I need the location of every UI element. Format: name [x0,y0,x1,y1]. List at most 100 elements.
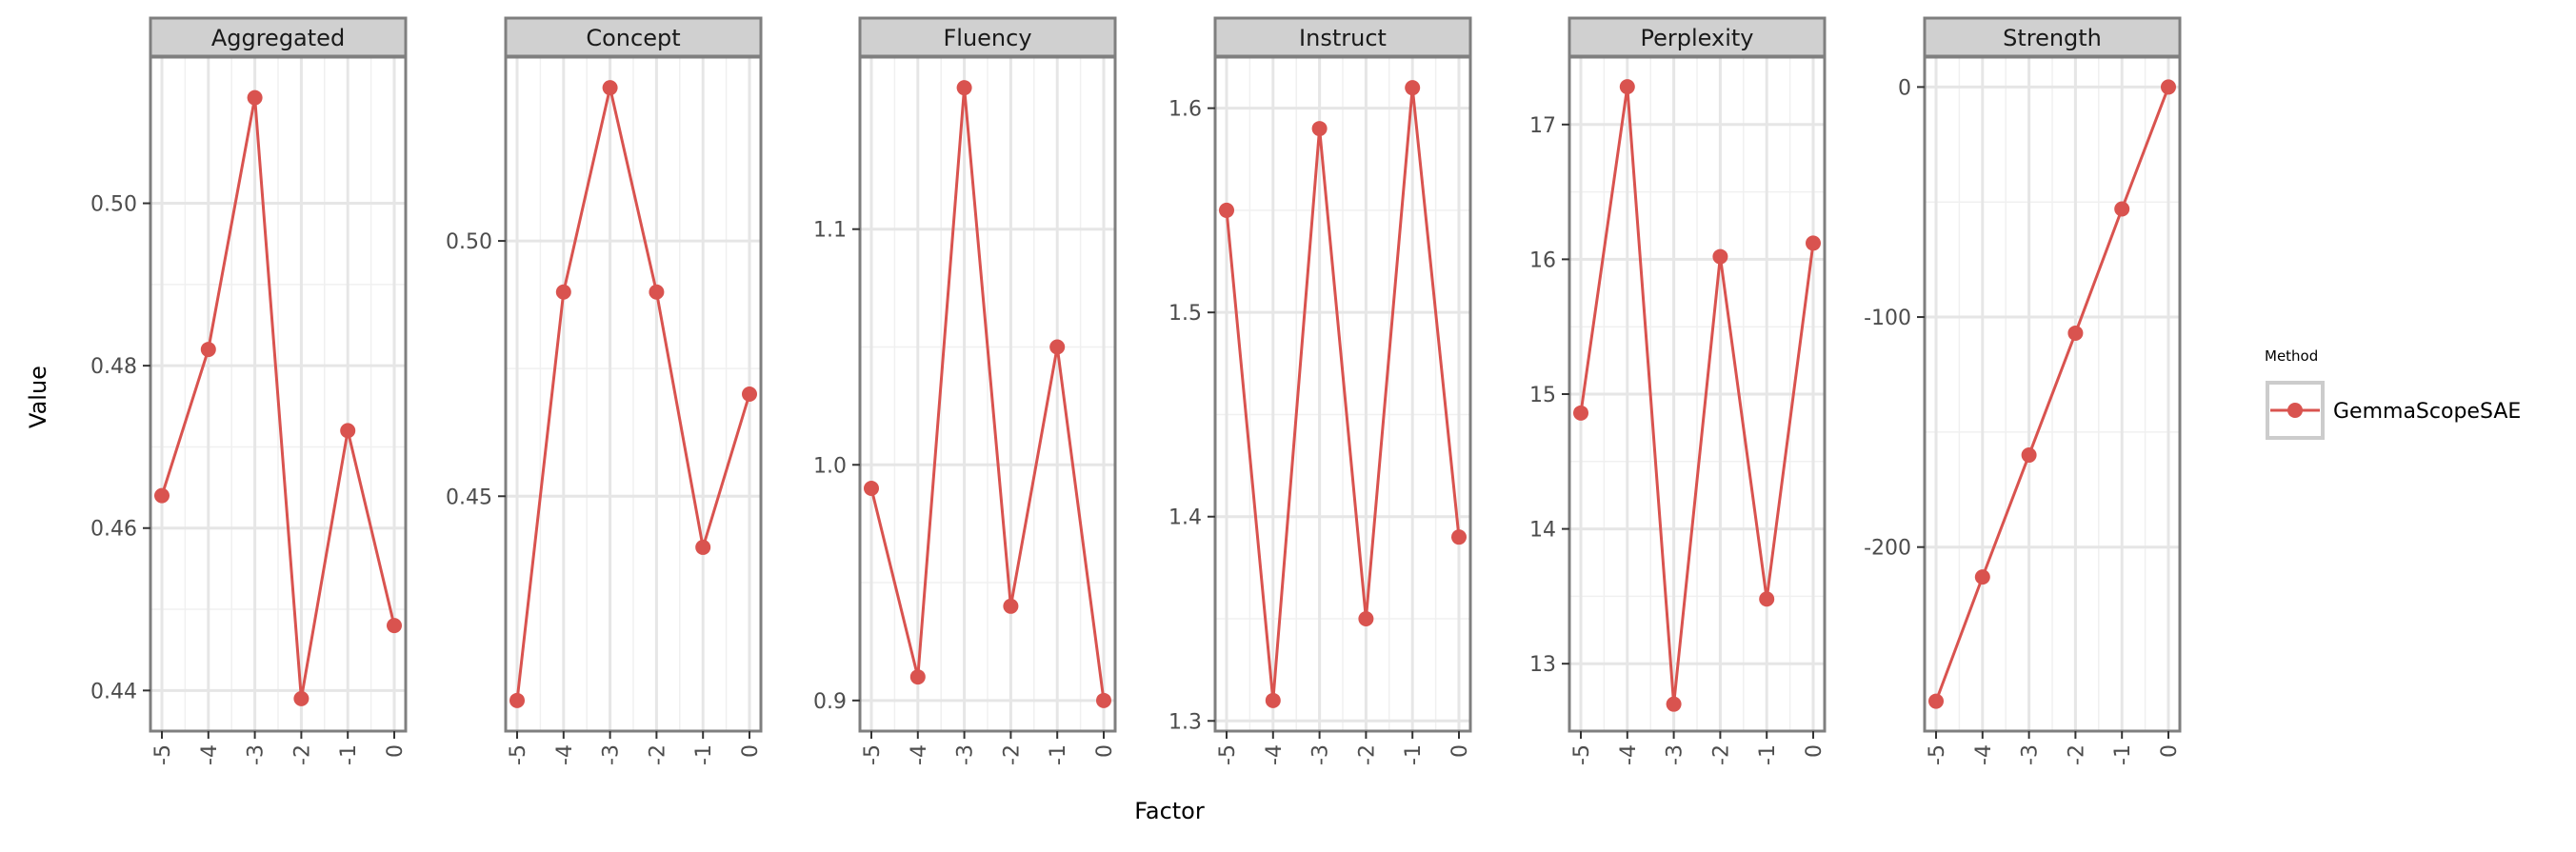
x-tick-label: -2 [290,744,314,765]
series-line [160,97,396,700]
y-tick-label: 0.50 [90,193,137,217]
strip [504,16,763,58]
series-line [869,88,1106,702]
data-point [1219,202,1234,218]
x-tick-label: 0 [2158,744,2182,758]
x-tick-label: -2 [1355,744,1379,765]
x-tick-label: 0 [384,744,408,758]
x-tick-label: -1 [692,744,716,765]
data-point [1358,611,1374,626]
x-tick-label: -5 [1926,744,1949,765]
legend-label: GemmaScopeSAE [2333,400,2521,424]
data-point [509,692,525,708]
panel-perplexity: Perplexity 13 14 15 16 17 -5 -4 -3 -2 -1 0 [1529,16,1827,765]
data-point [1759,591,1775,607]
panel-fluency: Fluency 0.9 1.0 1.1 -5 -4 -3 -2 -1 0 [813,16,1117,765]
series-line [1934,86,2170,703]
x-tick-label: -5 [861,744,885,765]
x-tick-label: 0 [1448,744,1472,758]
series-line [1225,88,1461,701]
x-axis-title: Factor [1134,798,1205,824]
y-tick-label: 0.48 [90,355,137,379]
y-tick-label: 1.4 [1168,506,1202,530]
data-point [1451,529,1467,545]
panel-strength: Strength -200 -100 0 -5 -4 -3 -2 -1 0 [1864,16,2182,765]
x-tick-label: -5 [151,744,175,765]
data-point [1096,692,1111,708]
x-tick-label: -2 [2065,744,2088,765]
strip [149,16,408,58]
panel-aggregated: Aggregated 0.44 0.46 0.48 0.50 -5 -4 -3 -2 -1 0 [90,16,408,765]
data-point [200,342,216,358]
y-tick-label: 17 [1529,114,1556,138]
y-axis-title: Value [25,366,51,428]
x-tick-label: -5 [1570,744,1594,765]
x-tick-label: -1 [2111,744,2135,765]
data-point [742,386,757,402]
x-tick-label: 0 [1093,744,1117,758]
data-point [340,423,356,439]
x-tick-label: -1 [1402,744,1426,765]
data-point [1619,79,1635,95]
x-tick-label: -3 [2019,744,2043,765]
x-tick-label: -1 [1756,744,1780,765]
data-point [602,80,618,96]
x-tick-label: -4 [1617,744,1641,765]
y-tick-label: 1.1 [813,219,847,243]
data-point [293,690,310,706]
x-tick-label: -5 [1216,744,1240,765]
y-tick-label: 0.45 [446,485,492,509]
strip-label: Concept [586,25,680,51]
x-tick-label: -3 [1309,744,1333,765]
data-point [2021,447,2037,464]
data-point [154,487,170,504]
panel-concept: Concept 0.45 0.50 -5 -4 -3 -2 -1 0 [446,16,763,765]
y-tick-label: 15 [1529,384,1556,407]
data-point [1003,598,1019,614]
strip-label: Instruct [1299,25,1387,51]
data-point [909,669,926,685]
data-point [2161,79,2176,95]
x-tick-label: -2 [1000,744,1024,765]
y-tick-label: 0.44 [90,680,137,703]
y-tick-label: 1.0 [813,454,847,478]
x-tick-label: -4 [198,744,222,765]
x-tick-label: -2 [646,744,669,765]
legend: Method GemmaScopeSAE [2265,347,2521,440]
x-tick-label: -2 [1709,744,1733,765]
data-point [1806,235,1821,251]
y-tick-label: 0 [1898,76,1911,100]
series-line [1579,86,1815,704]
y-tick-label: 0.9 [813,690,847,714]
x-tick-label: -1 [1047,744,1070,765]
legend-title: Method [2265,347,2318,365]
x-tick-label: -4 [1972,744,1996,765]
y-tick-label: 13 [1529,653,1556,677]
y-tick-label: 16 [1529,248,1556,272]
strip-label: Perplexity [1641,25,1754,51]
data-point [1573,405,1588,421]
y-tick-label: 0.46 [90,518,137,542]
data-point [1049,339,1066,355]
data-point [864,481,879,497]
data-point [1311,121,1328,137]
data-point [1712,248,1728,265]
strip [1213,16,1472,58]
x-tick-label: -1 [337,744,361,765]
y-tick-label: 1.6 [1168,98,1202,122]
data-point [649,284,665,300]
y-tick-label: 1.3 [1168,710,1202,734]
strip [858,16,1117,58]
y-tick-label: -100 [1864,307,1911,330]
strip-label: Aggregated [211,25,345,51]
strip-label: Fluency [943,25,1031,51]
y-tick-label: 0.50 [446,230,492,254]
x-tick-label: 0 [739,744,763,758]
x-tick-label: -3 [600,744,624,765]
data-point [2067,325,2084,341]
data-point [1405,80,1421,96]
series-line [515,87,751,701]
strip [1923,16,2182,58]
data-point [1974,569,1990,585]
y-tick-label: 14 [1529,519,1556,543]
